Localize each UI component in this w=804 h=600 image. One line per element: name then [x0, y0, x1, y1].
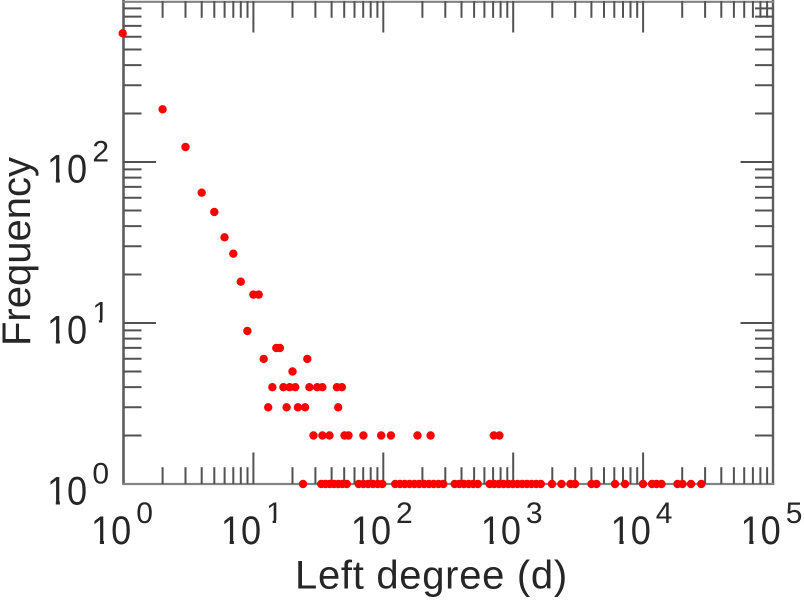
svg-text:5: 5	[786, 497, 803, 530]
svg-text:10: 10	[47, 308, 87, 352]
svg-text:10: 10	[47, 469, 87, 513]
svg-text:2: 2	[396, 497, 413, 530]
svg-text:Frequency: Frequency	[0, 157, 39, 346]
svg-text:10: 10	[481, 509, 521, 553]
svg-text:0: 0	[136, 497, 153, 530]
svg-text:1: 1	[266, 497, 283, 530]
svg-text:10: 10	[91, 509, 131, 553]
svg-text:10: 10	[741, 509, 781, 553]
svg-text:10: 10	[611, 509, 651, 553]
svg-text:10: 10	[47, 147, 87, 191]
svg-text:3: 3	[526, 497, 543, 530]
svg-text:2: 2	[92, 136, 109, 169]
svg-text:Left degree (d): Left degree (d)	[295, 554, 568, 598]
svg-text:1: 1	[92, 297, 109, 330]
svg-text:4: 4	[656, 497, 673, 530]
svg-text:0: 0	[92, 458, 109, 491]
svg-text:10: 10	[351, 509, 391, 553]
svg-text:10: 10	[221, 509, 261, 553]
